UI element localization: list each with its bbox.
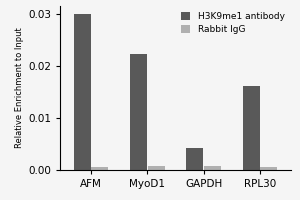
Bar [260, 167, 277, 170]
Bar [243, 86, 260, 170]
Bar [74, 14, 91, 170]
Bar [204, 166, 221, 170]
Legend: H3K9me1 antibody, Rabbit IgG: H3K9me1 antibody, Rabbit IgG [180, 11, 286, 36]
Bar [186, 148, 203, 170]
Bar [91, 167, 108, 170]
Bar [130, 54, 147, 170]
Bar [148, 166, 165, 170]
Y-axis label: Relative Enrichment to Input: Relative Enrichment to Input [15, 28, 24, 148]
